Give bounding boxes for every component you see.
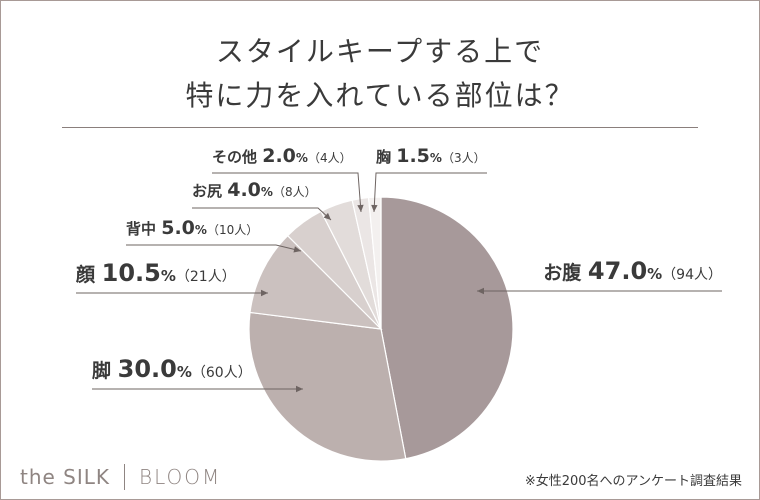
pie-slice-3 <box>249 234 383 330</box>
leader-arrow-7 <box>371 204 378 212</box>
leader-arrow-3 <box>261 289 268 297</box>
leader-line-7 <box>373 172 487 213</box>
slice-label-3: 顔 10.5%（21人） <box>75 259 236 287</box>
logo-text-right: BLOOM <box>139 465 222 489</box>
slice-label-6: その他 2.0%（4人） <box>212 145 352 167</box>
slice-label-4: 背中 5.0%（10人） <box>126 217 258 239</box>
slice-label-7: 胸 1.5%（3人） <box>376 145 486 167</box>
chart-title-line1: スタイルキープする上で <box>215 35 545 68</box>
leader-line-4 <box>126 244 302 252</box>
logo-divider <box>124 464 126 490</box>
leader-line-6 <box>212 172 362 213</box>
brand-logo: the SILK BLOOM <box>20 462 221 492</box>
slice-label-2: 脚 30.0%（60人） <box>92 355 252 383</box>
leader-arrow-6 <box>357 204 364 212</box>
leader-arrow-2 <box>296 385 303 393</box>
leader-arrow-4 <box>293 246 301 253</box>
leader-arrow-1 <box>477 287 484 295</box>
slice-label-5: お尻 4.0%（8人） <box>192 179 317 201</box>
logo-text-left: the SILK <box>20 465 111 489</box>
pie-slice-1 <box>380 196 514 460</box>
leader-arrow-5 <box>323 212 331 220</box>
chart-title-line2: 特に力を入れている部位は？ <box>185 79 575 112</box>
pie-slice-2 <box>248 311 407 462</box>
title-divider <box>62 127 698 128</box>
survey-footnote: ※女性200名へのアンケート調査結果 <box>524 474 742 489</box>
slice-label-1: お腹 47.0%（94人） <box>543 257 722 285</box>
